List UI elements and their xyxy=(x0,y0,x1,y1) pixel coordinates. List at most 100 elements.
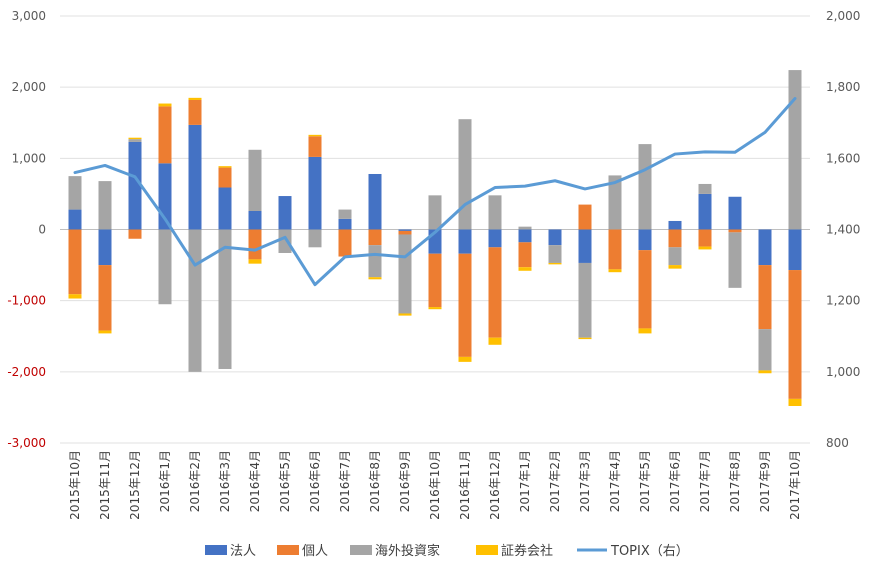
bar-houjin-22 xyxy=(728,196,742,230)
bar-houjin-19 xyxy=(638,229,652,251)
x-tick-label: 2017年3月 xyxy=(578,450,592,512)
x-tick-label: 2016年7月 xyxy=(338,450,352,512)
bar-shouken-15 xyxy=(518,267,532,271)
x-tick-label: 2017年2月 xyxy=(548,450,562,512)
bar-kaigai-5 xyxy=(218,229,232,369)
bar-houjin-21 xyxy=(698,193,712,230)
bar-houjin-10 xyxy=(368,173,382,230)
bar-kojin-15 xyxy=(518,242,532,268)
bar-kaigai-10 xyxy=(368,245,382,278)
bar-houjin-11 xyxy=(398,229,412,231)
bar-kojin-21 xyxy=(698,229,712,247)
bar-shouken-4 xyxy=(188,97,202,100)
bar-kojin-2 xyxy=(128,229,142,239)
bar-houjin-15 xyxy=(518,229,532,243)
legend-label: 法人 xyxy=(230,544,256,559)
x-tick-label: 2017年7月 xyxy=(698,450,712,512)
bar-series xyxy=(68,70,802,406)
bar-kaigai-11 xyxy=(398,234,412,314)
legend-swatch xyxy=(277,545,299,555)
bar-kaigai-22 xyxy=(728,232,742,288)
bar-houjin-23 xyxy=(758,229,772,266)
bar-kojin-17 xyxy=(578,204,592,230)
bar-shouken-23 xyxy=(758,370,772,374)
bar-kaigai-23 xyxy=(758,329,772,371)
bar-shouken-21 xyxy=(698,246,712,250)
bar-shouken-20 xyxy=(668,265,682,269)
x-axis-labels: 2015年10月 2015年11月 2015年12月 2016年1月 2016年2月 20… xyxy=(68,450,802,520)
bar-kojin-3 xyxy=(158,106,172,164)
legend-label: 海外投資家 xyxy=(375,543,440,559)
right-tick-label: 1,000 xyxy=(826,365,860,379)
bar-kaigai-7 xyxy=(278,229,292,253)
x-tick-label: 2015年11月 xyxy=(98,450,112,520)
bar-kojin-14 xyxy=(488,247,502,338)
bar-shouken-6 xyxy=(248,259,262,264)
bar-houjin-5 xyxy=(218,187,232,230)
legend-label: 個人 xyxy=(302,544,328,559)
left-axis-ticks: 3,000 2,000 1,000 0 -1,000 -2,000 -3,000 xyxy=(7,9,46,450)
x-tick-label: 2017年9月 xyxy=(758,450,772,512)
legend-swatch xyxy=(205,545,227,555)
bar-shouken-1 xyxy=(98,330,112,334)
bar-kojin-1 xyxy=(98,265,112,331)
bar-kaigai-19 xyxy=(638,144,652,230)
x-tick-label: 2016年2月 xyxy=(188,450,202,512)
bar-kojin-13 xyxy=(458,253,472,357)
x-tick-label: 2017年8月 xyxy=(728,450,742,512)
bar-shouken-13 xyxy=(458,356,472,362)
bar-shouken-3 xyxy=(158,103,172,107)
bar-kojin-24 xyxy=(788,270,802,399)
bar-kaigai-13 xyxy=(458,119,472,230)
x-tick-label: 2016年3月 xyxy=(218,450,232,512)
bar-houjin-1 xyxy=(98,229,112,266)
bar-kaigai-24 xyxy=(788,70,802,230)
legend-label: TOPIX（右） xyxy=(610,544,689,559)
x-tick-label: 2016年1月 xyxy=(158,450,172,512)
x-tick-label: 2016年4月 xyxy=(248,450,262,512)
bar-kaigai-0 xyxy=(68,176,82,210)
bar-houjin-8 xyxy=(308,156,322,230)
bar-shouken-19 xyxy=(638,328,652,334)
bar-kojin-19 xyxy=(638,250,652,329)
bar-shouken-16 xyxy=(548,262,562,265)
bar-shouken-2 xyxy=(128,137,142,140)
bar-shouken-24 xyxy=(788,398,802,406)
bar-kojin-22 xyxy=(728,229,742,233)
topix-line xyxy=(73,97,797,287)
left-tick-label: 3,000 xyxy=(12,9,46,23)
bar-kojin-18 xyxy=(608,229,622,270)
left-tick-label: 0 xyxy=(38,223,46,237)
x-tick-label: 2016年5月 xyxy=(278,450,292,512)
right-tick-label: 1,400 xyxy=(826,223,860,237)
bar-kojin-23 xyxy=(758,265,772,330)
bar-kaigai-15 xyxy=(518,226,532,230)
bar-kojin-6 xyxy=(248,229,262,260)
bar-kaigai-4 xyxy=(188,229,202,372)
x-tick-label: 2017年6月 xyxy=(668,450,682,512)
bar-kojin-9 xyxy=(338,229,352,257)
x-tick-label: 2016年8月 xyxy=(368,450,382,512)
bar-kaigai-6 xyxy=(248,149,262,211)
bar-kojin-20 xyxy=(668,229,682,248)
bar-kojin-8 xyxy=(308,136,322,157)
bar-kojin-4 xyxy=(188,99,202,125)
topix-line-series xyxy=(73,97,797,287)
left-tick-label: -1,000 xyxy=(7,294,46,308)
bar-shouken-18 xyxy=(608,269,622,273)
legend-swatch xyxy=(476,545,498,555)
x-tick-label: 2016年11月 xyxy=(458,450,472,520)
bar-kaigai-12 xyxy=(428,195,442,230)
right-tick-label: 1,200 xyxy=(826,294,860,308)
x-tick-label: 2017年10月 xyxy=(788,450,802,520)
bar-kaigai-18 xyxy=(608,175,622,230)
x-tick-label: 2017年5月 xyxy=(638,450,652,512)
bar-shouken-12 xyxy=(428,307,442,310)
right-tick-label: 800 xyxy=(826,436,849,450)
bar-houjin-17 xyxy=(578,229,592,263)
bar-houjin-20 xyxy=(668,220,682,230)
bar-shouken-5 xyxy=(218,166,232,168)
x-tick-label: 2016年12月 xyxy=(488,450,502,520)
bar-houjin-13 xyxy=(458,229,472,254)
x-tick-label: 2015年12月 xyxy=(128,450,142,520)
